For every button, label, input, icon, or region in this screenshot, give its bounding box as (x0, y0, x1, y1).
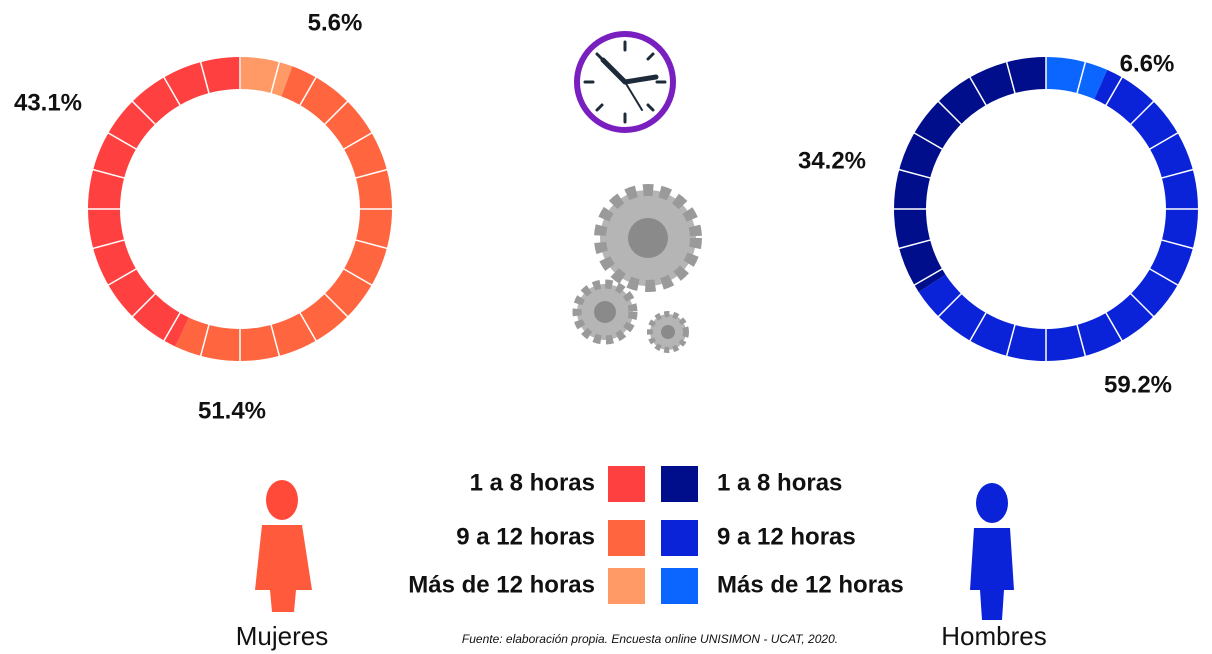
segment-divider (913, 267, 944, 287)
segment-divider (1104, 311, 1124, 342)
legend-swatch (608, 520, 645, 556)
segment-divider (1148, 267, 1179, 287)
woman-icon (255, 480, 312, 612)
legend-label: 1 a 8 horas (717, 469, 842, 496)
chart-title: Mujeres (236, 621, 328, 651)
segment-divider (162, 311, 182, 342)
segment-divider (323, 292, 349, 318)
segment-divider (937, 292, 963, 318)
donut-segment (88, 57, 241, 347)
segment-divider (298, 311, 318, 342)
segment-divider (131, 292, 157, 318)
donut-segment (1046, 57, 1108, 100)
legend-swatch (608, 568, 645, 604)
segment-divider (1129, 292, 1155, 318)
segment-divider (968, 311, 988, 342)
segment-divider (913, 131, 944, 151)
segment-divider (92, 168, 126, 179)
source-note: Fuente: elaboración propia. Encuesta onl… (462, 632, 838, 646)
data-label: 51.4% (198, 397, 266, 424)
segment-divider (898, 168, 932, 179)
segment-divider (354, 239, 388, 250)
data-label: 59.2% (1104, 371, 1172, 398)
segment-divider (1160, 239, 1194, 250)
data-label: 43.1% (14, 89, 82, 116)
legend-swatch (661, 568, 698, 604)
segment-divider (1148, 131, 1179, 151)
man-icon (970, 483, 1014, 620)
donut-segment (894, 57, 1046, 293)
data-label: 5.6% (308, 9, 363, 36)
legend-label: Más de 12 horas (408, 571, 595, 598)
segment-divider (937, 100, 963, 126)
segment-divider (968, 76, 988, 107)
segment-divider (270, 61, 281, 95)
donut-segment (240, 57, 293, 97)
clock-icon (574, 31, 676, 133)
segment-divider (1129, 100, 1155, 126)
legend-swatch (661, 520, 698, 556)
legend-label: 9 a 12 horas (456, 523, 595, 550)
legend-label: 1 a 8 horas (470, 469, 595, 496)
segment-divider (354, 168, 388, 179)
legend-label: 9 a 12 horas (717, 523, 856, 550)
segment-divider (1076, 323, 1087, 357)
segment-divider (1160, 168, 1194, 179)
segment-divider (107, 131, 138, 151)
segment-divider (323, 100, 349, 126)
legend-swatch (608, 466, 645, 502)
segment-divider (92, 239, 126, 250)
segment-divider (898, 239, 932, 250)
legend-label: Más de 12 horas (717, 571, 904, 598)
legend-swatch (661, 466, 698, 502)
segment-divider (1076, 61, 1087, 95)
segment-divider (199, 323, 210, 357)
data-label: 6.6% (1120, 50, 1175, 77)
chart-title: Hombres (941, 621, 1046, 651)
segment-divider (1005, 323, 1016, 357)
segment-divider (107, 267, 138, 287)
segment-divider (270, 323, 281, 357)
segment-divider (199, 61, 210, 95)
segment-divider (1005, 61, 1016, 95)
gears-icon (572, 184, 702, 353)
segment-divider (342, 131, 373, 151)
segment-divider (1104, 76, 1124, 107)
data-label: 34.2% (798, 147, 866, 174)
donut-segment (175, 66, 392, 362)
segment-divider (298, 76, 318, 107)
segment-divider (342, 267, 373, 287)
segment-divider (131, 100, 157, 126)
segment-divider (162, 76, 182, 107)
